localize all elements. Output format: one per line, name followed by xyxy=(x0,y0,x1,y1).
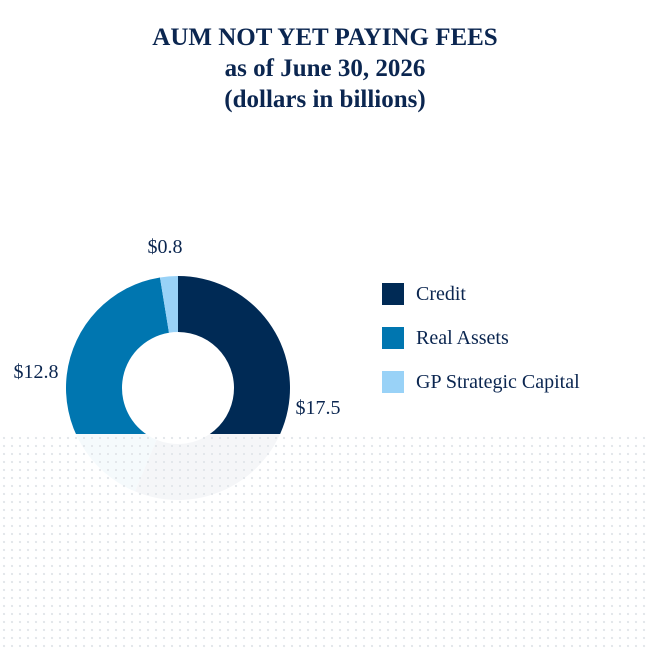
legend-label: GP Strategic Capital xyxy=(416,370,580,393)
legend-swatch xyxy=(382,371,404,393)
legend-swatch xyxy=(382,283,404,305)
slice-gp-strategic-capital xyxy=(159,276,178,333)
legend-swatch xyxy=(382,327,404,349)
slice-labels: $17.5 $12.8 $0.8 xyxy=(14,236,341,419)
legend-label: Credit xyxy=(416,282,466,305)
legend-label: Real Assets xyxy=(416,326,509,349)
chart-subtitle-date: as of June 30, 2026 xyxy=(224,55,426,82)
chart-legend: Credit Real Assets GP Strategic Capital xyxy=(382,272,580,404)
slice-label-gp-strategic-capital: $0.8 xyxy=(148,236,183,258)
legend-item: Real Assets xyxy=(382,316,580,360)
dotted-overlay xyxy=(0,434,650,650)
chart-subtitle-units: (dollars in billions) xyxy=(224,86,426,113)
slice-label-real-assets: $12.8 xyxy=(14,361,59,383)
legend-item: Credit xyxy=(382,272,580,316)
chart-title: AUM NOT YET PAYING FEES xyxy=(152,24,498,51)
legend-item: GP Strategic Capital xyxy=(382,360,580,404)
chart-title-block: AUM NOT YET PAYING FEES as of June 30, 2… xyxy=(0,22,650,115)
slice-label-credit: $17.5 xyxy=(296,397,341,419)
